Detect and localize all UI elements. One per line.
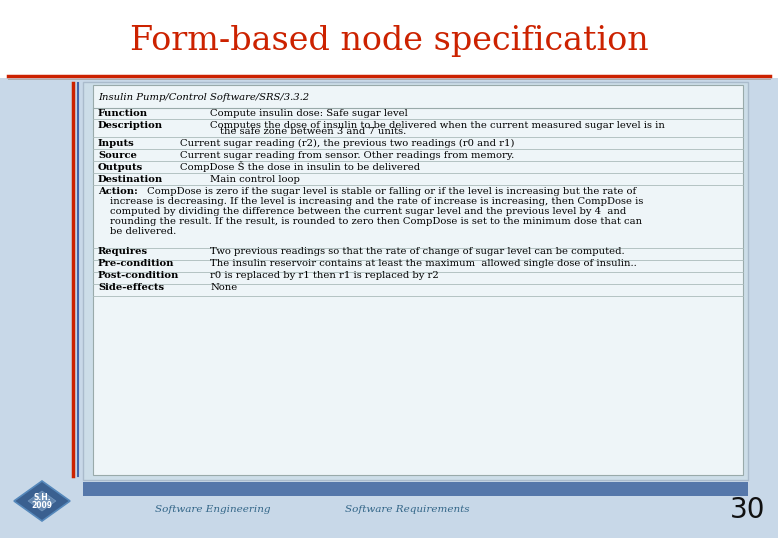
Text: 30: 30 bbox=[730, 496, 765, 524]
Text: Inputs: Inputs bbox=[98, 138, 135, 147]
Text: S.H.: S.H. bbox=[33, 492, 51, 501]
Text: the safe zone between 3 and 7 units.: the safe zone between 3 and 7 units. bbox=[220, 128, 406, 137]
Text: Action:: Action: bbox=[98, 188, 138, 196]
Polygon shape bbox=[28, 491, 56, 511]
FancyBboxPatch shape bbox=[0, 0, 778, 78]
Text: CompDose Š the dose in insulin to be delivered: CompDose Š the dose in insulin to be del… bbox=[180, 161, 420, 173]
Text: Outputs: Outputs bbox=[98, 162, 143, 172]
Polygon shape bbox=[34, 495, 50, 507]
Text: rounding the result. If the result, is rounded to zero then CompDose is set to t: rounding the result. If the result, is r… bbox=[110, 217, 642, 226]
Text: Requires: Requires bbox=[98, 247, 148, 257]
Text: CompDose is zero if the sugar level is stable or falling or if the level is incr: CompDose is zero if the sugar level is s… bbox=[144, 188, 636, 196]
Text: Current sugar reading (r2), the previous two readings (r0 and r1): Current sugar reading (r2), the previous… bbox=[180, 138, 514, 147]
FancyBboxPatch shape bbox=[83, 82, 748, 480]
FancyBboxPatch shape bbox=[93, 85, 743, 475]
Text: Form-based node specification: Form-based node specification bbox=[130, 25, 648, 57]
Text: Pre-condition: Pre-condition bbox=[98, 259, 174, 268]
Text: None: None bbox=[210, 284, 237, 293]
Text: Compute insulin dose: Safe sugar level: Compute insulin dose: Safe sugar level bbox=[210, 110, 408, 118]
Text: Destination: Destination bbox=[98, 174, 163, 183]
Text: Computes the dose of insulin to be delivered when the current measured sugar lev: Computes the dose of insulin to be deliv… bbox=[210, 121, 665, 130]
Text: Main control loop: Main control loop bbox=[210, 174, 300, 183]
Text: The insulin reservoir contains at least the maximum  allowed single dose of insu: The insulin reservoir contains at least … bbox=[210, 259, 636, 268]
Text: Description: Description bbox=[98, 121, 163, 130]
Text: Function: Function bbox=[98, 110, 148, 118]
Text: Software Engineering: Software Engineering bbox=[155, 506, 271, 514]
Text: Current sugar reading from sensor. Other readings from memory.: Current sugar reading from sensor. Other… bbox=[180, 151, 514, 159]
Text: computed by dividing the difference between the current sugar level and the prev: computed by dividing the difference betw… bbox=[110, 208, 626, 216]
Text: r0 is replaced by r1 then r1 is replaced by r2: r0 is replaced by r1 then r1 is replaced… bbox=[210, 272, 439, 280]
Text: Post-condition: Post-condition bbox=[98, 272, 180, 280]
Text: Software Requirements: Software Requirements bbox=[345, 506, 470, 514]
Text: Side-effects: Side-effects bbox=[98, 284, 164, 293]
Text: Source: Source bbox=[98, 151, 137, 159]
Polygon shape bbox=[14, 481, 70, 521]
Text: Insulin Pump/Control Software/SRS/3.3.2: Insulin Pump/Control Software/SRS/3.3.2 bbox=[98, 94, 309, 103]
Text: Two previous readings so that the rate of change of sugar level can be computed.: Two previous readings so that the rate o… bbox=[210, 247, 625, 257]
Text: increase is decreasing. If the level is increasing and the rate of increase is i: increase is decreasing. If the level is … bbox=[110, 197, 643, 207]
Text: 2009: 2009 bbox=[31, 501, 52, 511]
Text: be delivered.: be delivered. bbox=[110, 228, 177, 237]
FancyBboxPatch shape bbox=[83, 482, 748, 496]
